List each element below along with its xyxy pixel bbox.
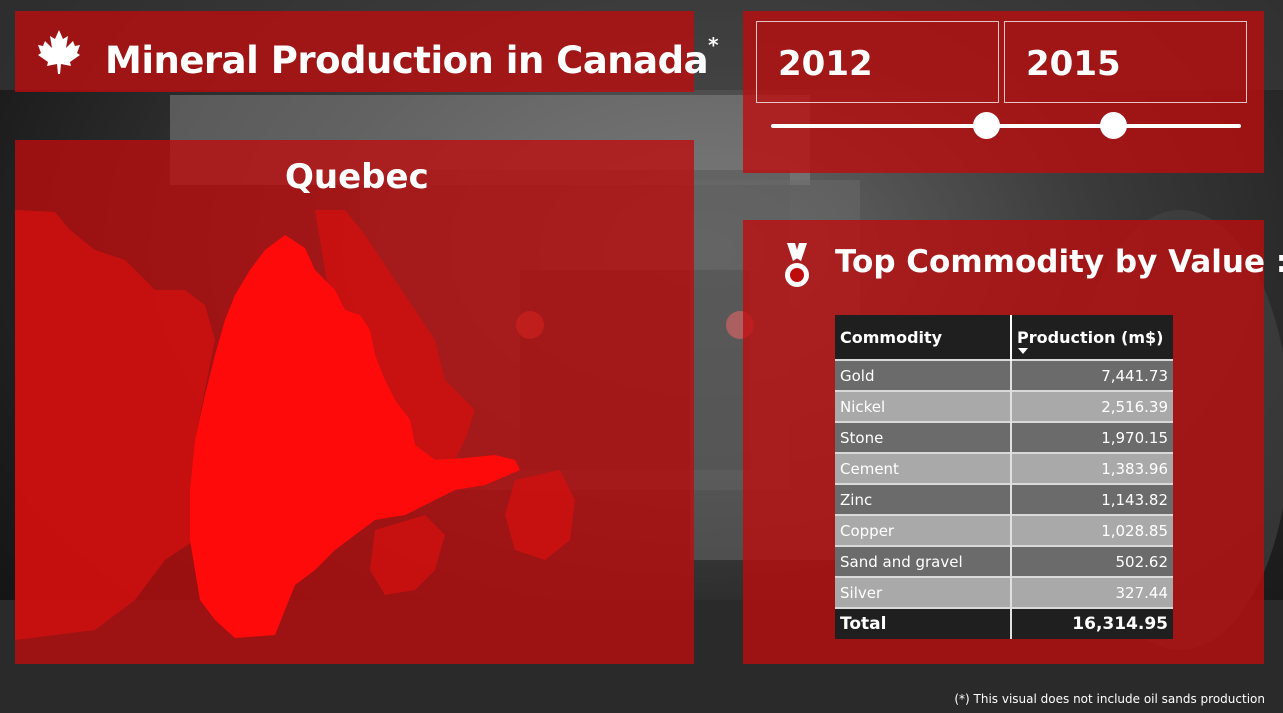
start-year-handle[interactable] (973, 112, 1000, 139)
map-panel: Quebec (15, 140, 694, 664)
end-year-value: 2015 (1026, 44, 1121, 84)
table-row[interactable]: Silver 327.44 (835, 576, 1173, 608)
table-row[interactable]: Copper 1,028.85 (835, 514, 1173, 546)
maple-leaf-icon (38, 30, 80, 74)
table-row[interactable]: Nickel 2,516.39 (835, 390, 1173, 422)
production-cell: 502.62 (1010, 545, 1173, 577)
commodity-cell: Zinc (835, 483, 1011, 515)
table-row[interactable]: Stone 1,970.15 (835, 421, 1173, 453)
top-commodity-panel: Top Commodity by Value : Commodity Produ… (743, 220, 1283, 664)
production-cell: 1,028.85 (1010, 514, 1173, 546)
map-region-new-brunswick[interactable] (370, 515, 445, 595)
commodity-cell: Sand and gravel (835, 545, 1011, 577)
start-year-value: 2012 (778, 44, 873, 84)
production-cell: 327.44 (1010, 576, 1173, 608)
column-header-production-label: Production (m$) (1017, 327, 1164, 347)
total-value: 16,314.95 (1010, 607, 1173, 639)
table-total-row: Total 16,314.95 (835, 607, 1173, 639)
total-label: Total (835, 607, 1011, 639)
year-range-slicer: 2012 2015 (743, 11, 1264, 173)
title-panel: Mineral Production in Canada* (15, 11, 719, 92)
start-year-input[interactable]: 2012 (756, 21, 999, 103)
end-year-input[interactable]: 2015 (1004, 21, 1247, 103)
commodity-cell: Silver (835, 576, 1011, 608)
map-region-newfoundland[interactable] (505, 470, 575, 560)
footnote: (*) This visual does not include oil san… (954, 692, 1265, 706)
column-header-production[interactable]: Production (m$) (1010, 315, 1173, 360)
production-cell: 1,143.82 (1010, 483, 1173, 515)
production-cell: 1,383.96 (1010, 452, 1173, 484)
table-row[interactable]: Cement 1,383.96 (835, 452, 1173, 484)
selected-province-label: Quebec (285, 157, 429, 197)
column-header-commodity[interactable]: Commodity (835, 315, 1011, 360)
table-row[interactable]: Sand and gravel 502.62 (835, 545, 1173, 577)
table-row[interactable]: Gold 7,441.73 (835, 359, 1173, 391)
commodity-cell: Stone (835, 421, 1011, 453)
commodity-table: Commodity Production (m$) Gold 7,441.73 … (835, 315, 1173, 639)
commodity-cell: Nickel (835, 390, 1011, 422)
production-cell: 2,516.39 (1010, 390, 1173, 422)
commodity-cell: Gold (835, 359, 1011, 391)
commodity-cell: Cement (835, 452, 1011, 484)
medal-icon (785, 243, 809, 287)
sort-descending-icon[interactable] (1018, 348, 1028, 354)
map-region-quebec[interactable] (190, 235, 520, 638)
table-row[interactable]: Zinc 1,143.82 (835, 483, 1173, 515)
end-year-handle[interactable] (1100, 112, 1127, 139)
page-title: Mineral Production in Canada* (105, 32, 719, 82)
map-region-ontario[interactable] (15, 210, 215, 640)
commodity-cell: Copper (835, 514, 1011, 546)
table-title: Top Commodity by Value : (835, 244, 1283, 280)
province-map[interactable] (15, 140, 694, 664)
slider-track[interactable] (771, 124, 1241, 128)
production-cell: 7,441.73 (1010, 359, 1173, 391)
production-cell: 1,970.15 (1010, 421, 1173, 453)
title-asterisk: * (708, 32, 719, 57)
